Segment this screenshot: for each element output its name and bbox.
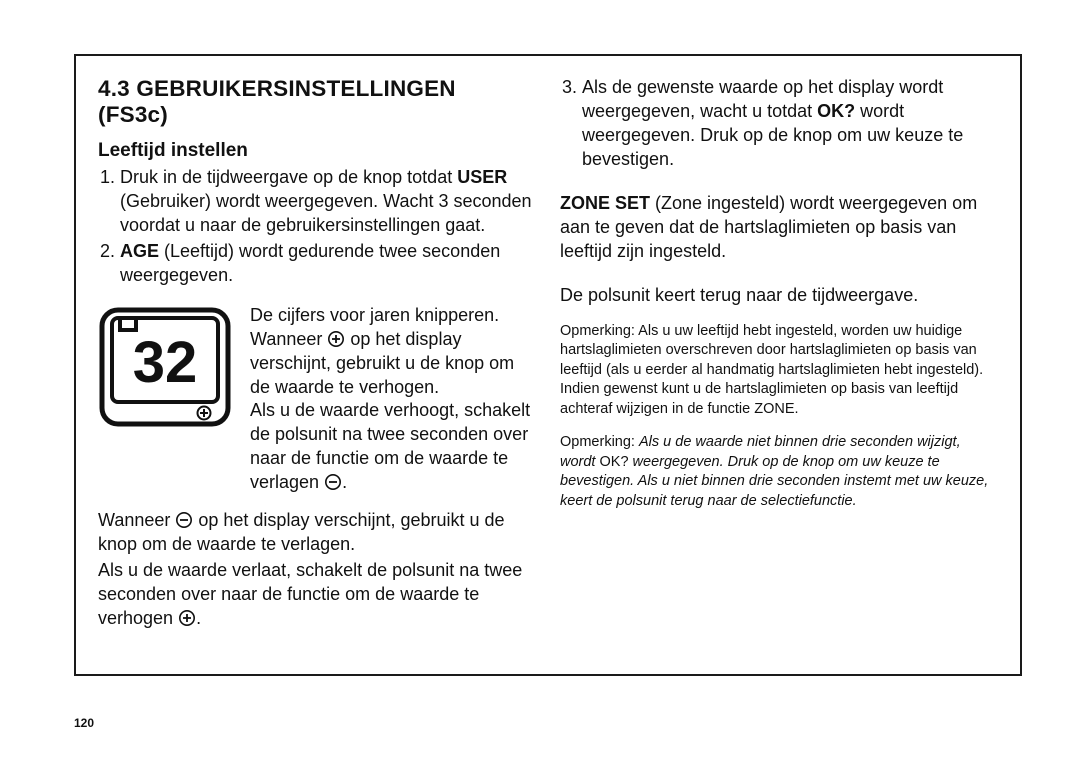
- after1-a: Wanneer: [98, 510, 175, 530]
- note2-lead: Opmerking:: [560, 434, 639, 450]
- page-number: 120: [74, 716, 94, 730]
- after2-a: Als u de waarde verlaat, schakelt de pol…: [98, 560, 522, 628]
- device-value: 32: [133, 330, 198, 395]
- steps-list-left: Druk in de tijdweergave op de knop totda…: [98, 166, 532, 290]
- plus-icon: [327, 330, 345, 348]
- step-1-text-a: Druk in de tijdweergave op de knop totda…: [120, 167, 457, 187]
- figure-row: 32 De cijfers voor jaren knipperen. Wann…: [98, 304, 532, 496]
- plus-icon: [178, 609, 196, 627]
- watch-icon: 32: [98, 304, 232, 428]
- note-2: Opmerking: Als u de waarde niet binnen d…: [560, 433, 994, 511]
- subsection-title: Leeftijd instellen: [98, 140, 532, 162]
- right-column: Als de gewenste waarde op het display wo…: [560, 76, 994, 650]
- left-column: 4.3 GEBRUIKERSINSTELLINGEN (FS3c) Leefti…: [98, 76, 532, 650]
- minus-icon: [324, 473, 342, 491]
- zone-set-bold: ZONE SET: [560, 193, 650, 213]
- period-2: .: [196, 608, 201, 628]
- period-1: .: [342, 472, 347, 492]
- step-1: Druk in de tijdweergave op de knop totda…: [120, 166, 532, 238]
- step-2: AGE (Leeftijd) wordt gedurende twee seco…: [120, 240, 532, 288]
- step-2-bold: AGE: [120, 241, 159, 261]
- minus-icon: [175, 511, 193, 529]
- step-2-text: (Leeftijd) wordt gedurende twee seconden…: [120, 241, 500, 285]
- note-1: Opmerking: Als u uw leeftijd hebt ingest…: [560, 322, 994, 420]
- fig-text-c: Als u de waarde verhoogt, schakelt de po…: [250, 400, 530, 492]
- zone-set-paragraph: ZONE SET (Zone ingesteld) wordt weergege…: [560, 192, 994, 264]
- step-3: Als de gewenste waarde op het display wo…: [582, 76, 994, 172]
- step3-bold: OK?: [817, 101, 855, 121]
- content-frame: 4.3 GEBRUIKERSINSTELLINGEN (FS3c) Leefti…: [74, 54, 1022, 676]
- figure-caption: De cijfers voor jaren knipperen. Wanneer…: [250, 304, 532, 496]
- step-1-bold: USER: [457, 167, 507, 187]
- note2-ok: OK?: [600, 454, 629, 470]
- step-1-text-c: (Gebruiker) wordt weergegeven. Wacht 3 s…: [120, 191, 532, 235]
- steps-list-right: Als de gewenste waarde op het display wo…: [560, 76, 994, 174]
- device-illustration: 32: [98, 304, 232, 433]
- section-title: 4.3 GEBRUIKERSINSTELLINGEN (FS3c): [98, 76, 532, 128]
- after-fig-2: Als u de waarde verlaat, schakelt de pol…: [98, 559, 532, 631]
- after-fig-1: Wanneer op het display verschijnt, gebru…: [98, 509, 532, 557]
- return-paragraph: De polsunit keert terug naar de tijdweer…: [560, 284, 994, 308]
- manual-page: 4.3 GEBRUIKERSINSTELLINGEN (FS3c) Leefti…: [0, 0, 1080, 766]
